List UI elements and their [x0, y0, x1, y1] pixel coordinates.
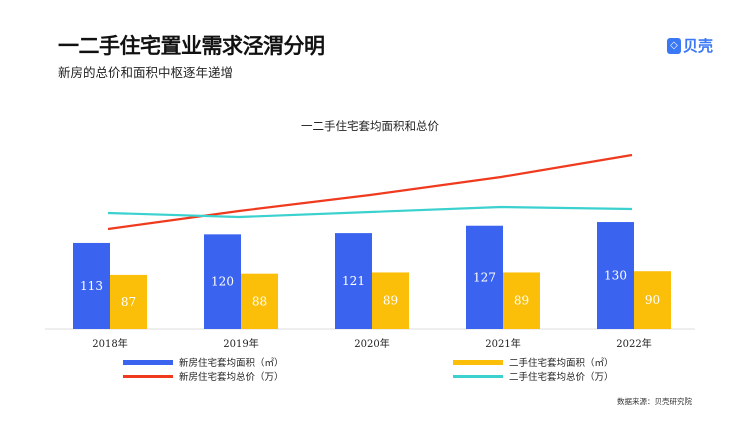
data-label: 88 — [252, 294, 267, 308]
data-label: 89 — [383, 294, 398, 308]
bar — [372, 272, 409, 329]
data-label: 89 — [514, 294, 529, 308]
legend-item: 二手住宅套均面积（㎡） — [453, 355, 614, 369]
page-title: 一二手住宅置业需求泾渭分明 — [58, 34, 325, 58]
legend-item: 新房住宅套均面积（㎡） — [123, 355, 284, 369]
legend-swatch — [453, 359, 503, 365]
bar — [335, 233, 372, 329]
series-line — [107, 153, 633, 231]
page-subtitle: 新房的总价和面积中枢逐年递增 — [58, 65, 234, 80]
legend-item: 二手住宅套均总价（万） — [453, 369, 614, 383]
data-label: 113 — [80, 279, 103, 293]
data-label: 127 — [473, 270, 496, 284]
data-label: 130 — [604, 269, 627, 283]
data-label: 120 — [211, 275, 234, 289]
legend-swatch — [123, 374, 173, 378]
legend-item: 新房住宅套均总价（万） — [123, 369, 284, 383]
bar — [204, 234, 241, 329]
x-tick-label: 2019年 — [223, 337, 258, 350]
legend-label: 二手住宅套均面积（㎡） — [509, 358, 614, 369]
bar — [597, 222, 634, 329]
legend-label: 二手住宅套均总价（万） — [509, 372, 614, 383]
legend-label: 新房住宅套均总价（万） — [179, 372, 284, 383]
data-label: 121 — [342, 274, 365, 288]
legend-label: 新房住宅套均面积（㎡） — [179, 358, 284, 369]
data-source: 数据来源：贝壳研究院 — [617, 397, 692, 406]
x-tick-label: 2022年 — [616, 337, 651, 350]
beike-logo: ◇ 贝壳 — [667, 35, 713, 56]
chart-title: 一二手住宅套均面积和总价 — [301, 119, 439, 133]
logo-icon: ◇ — [667, 37, 681, 54]
bar — [73, 242, 110, 329]
bar — [241, 273, 278, 329]
legend-swatch — [453, 374, 503, 378]
x-tick-label: 2018年 — [92, 337, 127, 350]
bar — [110, 274, 147, 329]
logo-text: 贝壳 — [683, 37, 714, 55]
data-label: 90 — [645, 293, 660, 307]
bar — [634, 271, 671, 329]
bar — [503, 272, 540, 329]
bar — [466, 225, 503, 329]
x-tick-label: 2021年 — [485, 337, 520, 350]
data-label: 87 — [121, 295, 136, 309]
legend-swatch — [123, 359, 173, 365]
x-tick-label: 2020年 — [354, 337, 389, 350]
